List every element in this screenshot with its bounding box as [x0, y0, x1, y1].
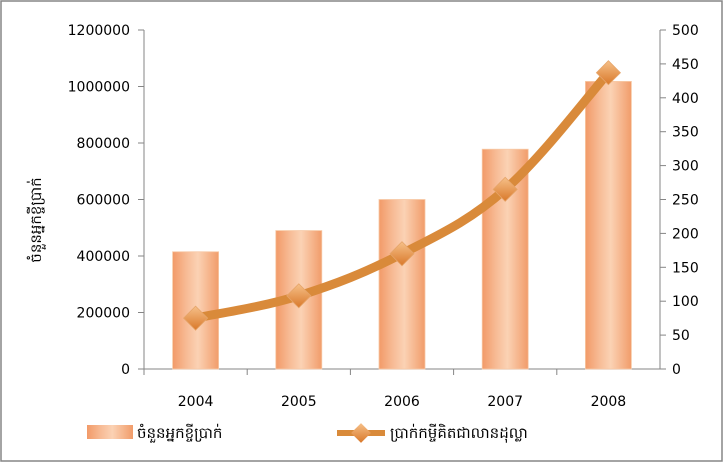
- x-axis-labels: 2004 2005 2006 2007 2008: [143, 369, 627, 410]
- line-point-2007: [492, 176, 518, 202]
- left-axis-ticks: 0 200000 400000 600000 800000 1000000 1200000: [68, 23, 144, 378]
- right-tick-label: 350: [672, 125, 699, 141]
- left-tick-label: 400000: [77, 249, 130, 265]
- x-tick-label-2007: 2007: [487, 394, 523, 410]
- right-tick-label: 200: [672, 226, 699, 242]
- line-point-2005: [286, 283, 312, 309]
- left-tick-label: 800000: [77, 136, 130, 152]
- bar-2008: [585, 81, 632, 370]
- right-tick-label: 500: [672, 23, 699, 39]
- left-tick-label: 1200000: [68, 23, 130, 39]
- legend-line-marker: [351, 423, 371, 443]
- left-tick-label: 0: [121, 362, 130, 378]
- line-point-2004: [183, 305, 209, 331]
- right-tick-label: 50: [672, 328, 690, 344]
- right-tick-label: 400: [672, 91, 699, 107]
- legend-bar-label: ចំនួនអ្នកខ្ចីប្រាក់: [137, 423, 222, 443]
- x-tick-label-2005: 2005: [281, 394, 317, 410]
- right-tick-label: 150: [672, 260, 699, 276]
- left-tick-label: 1000000: [68, 80, 130, 96]
- legend-line-label: ប្រាក់កម្ចីគិតជាលានដុល្លា: [390, 423, 528, 443]
- left-tick-label: 600000: [77, 193, 130, 209]
- legend-bar-swatch: [87, 425, 133, 439]
- right-tick-label: 100: [672, 294, 699, 310]
- right-tick-label: 0: [672, 362, 681, 378]
- x-tick-label-2004: 2004: [178, 394, 214, 410]
- right-tick-label: 300: [672, 159, 699, 175]
- bar-series: [172, 81, 632, 370]
- y-axis-title: ចំនួនអ្នកខ្ចីប្រាក់: [26, 177, 46, 262]
- left-tick-label: 200000: [77, 306, 130, 322]
- line-series: [183, 60, 621, 331]
- x-tick-label-2008: 2008: [591, 394, 627, 410]
- right-tick-label: 450: [672, 57, 699, 73]
- x-tick-label-2006: 2006: [384, 394, 420, 410]
- legend: ចំនួនអ្នកខ្ចីប្រាក់ ប្រាក់កម្ចីគិតជាលានដ…: [87, 423, 528, 443]
- right-axis-ticks: 0 50 100 150 200 250 300 350 400 450 500: [660, 23, 699, 378]
- bar-2006: [378, 199, 426, 370]
- right-tick-label: 250: [672, 193, 699, 209]
- line-point-2008: [595, 60, 621, 86]
- line-point-2006: [389, 241, 415, 267]
